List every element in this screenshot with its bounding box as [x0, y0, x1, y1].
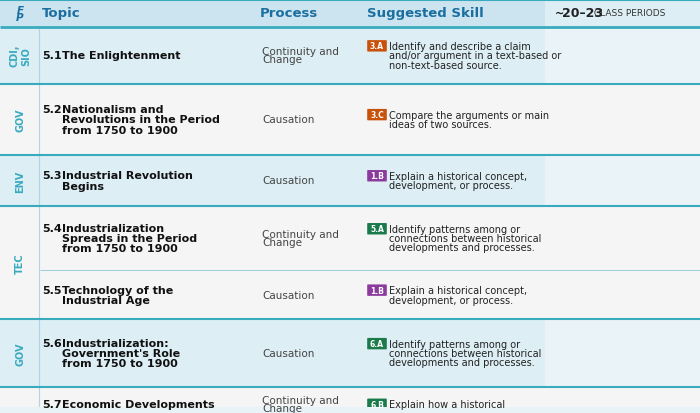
- Bar: [545, 28, 700, 85]
- Text: from 1750 to 1900: from 1750 to 1900: [62, 126, 178, 135]
- Text: The Enlightenment: The Enlightenment: [62, 51, 181, 61]
- Text: Identify and describe a claim: Identify and describe a claim: [389, 42, 531, 52]
- Text: Technology of the: Technology of the: [62, 285, 174, 295]
- Bar: [0, 387, 700, 413]
- Text: 3.C: 3.C: [370, 111, 384, 120]
- Bar: [0, 155, 700, 206]
- Bar: [545, 155, 700, 206]
- Text: 5.5: 5.5: [42, 285, 62, 295]
- Text: Industrialization:: Industrialization:: [62, 338, 169, 348]
- Bar: [0, 271, 700, 320]
- Text: 1.B: 1.B: [370, 286, 384, 295]
- Text: Begins: Begins: [62, 181, 104, 191]
- FancyBboxPatch shape: [368, 338, 387, 349]
- Text: ideas of two sources.: ideas of two sources.: [389, 120, 492, 130]
- Text: non-text-based source.: non-text-based source.: [389, 60, 502, 70]
- FancyBboxPatch shape: [368, 171, 387, 182]
- FancyBboxPatch shape: [368, 109, 387, 121]
- Text: CDI,
SIO: CDI, SIO: [9, 45, 31, 67]
- Bar: [0, 85, 700, 155]
- Text: 1.B: 1.B: [370, 172, 384, 181]
- Text: F: F: [16, 6, 24, 16]
- Text: GOV: GOV: [15, 108, 25, 132]
- Text: Suggested Skill: Suggested Skill: [367, 7, 484, 20]
- Text: Change: Change: [262, 55, 302, 65]
- Text: Economic Developments: Economic Developments: [62, 399, 215, 409]
- FancyBboxPatch shape: [368, 223, 387, 235]
- Text: 5.1: 5.1: [42, 51, 62, 61]
- Text: ENV: ENV: [15, 170, 25, 192]
- Text: 5.2: 5.2: [42, 104, 62, 115]
- Text: 6.B: 6.B: [370, 400, 384, 409]
- Text: Causation: Causation: [262, 176, 314, 186]
- Text: 5.4: 5.4: [42, 223, 62, 233]
- Text: from 1750 to 1900: from 1750 to 1900: [62, 244, 178, 254]
- Text: connections between historical: connections between historical: [389, 348, 541, 358]
- Text: Continuity and: Continuity and: [262, 230, 339, 240]
- Text: 5.3: 5.3: [42, 171, 62, 181]
- Text: P: P: [16, 13, 24, 23]
- FancyBboxPatch shape: [368, 399, 387, 410]
- Text: 6.A: 6.A: [370, 339, 384, 348]
- Text: Causation: Causation: [262, 348, 314, 358]
- Text: 3.A: 3.A: [370, 42, 384, 51]
- Text: GOV: GOV: [15, 342, 25, 365]
- Bar: [0, 320, 700, 387]
- Text: Process: Process: [260, 7, 318, 20]
- Bar: [0, 0, 700, 28]
- Text: Change: Change: [262, 237, 302, 247]
- FancyBboxPatch shape: [368, 41, 387, 52]
- Bar: [545, 85, 700, 155]
- Text: Explain how a historical: Explain how a historical: [389, 399, 505, 409]
- Text: Causation: Causation: [262, 115, 314, 125]
- Text: Continuity and: Continuity and: [262, 395, 339, 405]
- Text: Revolutions in the Period: Revolutions in the Period: [62, 115, 220, 125]
- Bar: [545, 271, 700, 320]
- Text: 5.A: 5.A: [370, 225, 384, 234]
- Text: developments and processes.: developments and processes.: [389, 243, 535, 253]
- Text: development, or process.: development, or process.: [389, 180, 513, 191]
- Text: 5.7: 5.7: [42, 399, 62, 409]
- Text: Identify patterns among or: Identify patterns among or: [389, 339, 520, 349]
- Text: Compare the arguments or main: Compare the arguments or main: [389, 110, 549, 120]
- Text: Topic: Topic: [42, 7, 80, 20]
- Text: Explain a historical concept,: Explain a historical concept,: [389, 171, 527, 181]
- Text: 5.6: 5.6: [42, 338, 62, 348]
- Bar: [0, 28, 700, 85]
- Text: Government's Role: Government's Role: [62, 348, 180, 358]
- Text: development, or process.: development, or process.: [389, 295, 513, 305]
- Text: Spreads in the Period: Spreads in the Period: [62, 234, 197, 244]
- Bar: [545, 0, 700, 28]
- Bar: [0, 206, 700, 271]
- Bar: [545, 206, 700, 271]
- Text: Industrial Age: Industrial Age: [62, 295, 150, 305]
- Bar: [545, 320, 700, 387]
- FancyBboxPatch shape: [368, 285, 387, 296]
- Text: and/or argument in a text-based or: and/or argument in a text-based or: [389, 51, 561, 61]
- Text: Industrial Revolution: Industrial Revolution: [62, 171, 193, 181]
- Text: Causation: Causation: [262, 290, 314, 300]
- Text: Continuity and: Continuity and: [262, 47, 339, 57]
- Bar: [545, 387, 700, 413]
- Text: 20–23: 20–23: [562, 7, 603, 20]
- Text: Explain a historical concept,: Explain a historical concept,: [389, 285, 527, 295]
- Text: CLASS PERIODS: CLASS PERIODS: [591, 9, 666, 18]
- Text: connections between historical: connections between historical: [389, 234, 541, 244]
- Text: from 1750 to 1900: from 1750 to 1900: [62, 358, 178, 368]
- Text: Nationalism and: Nationalism and: [62, 104, 164, 115]
- Text: TEC: TEC: [15, 253, 25, 273]
- Text: Industrialization: Industrialization: [62, 223, 164, 233]
- Text: Identify patterns among or: Identify patterns among or: [389, 224, 520, 234]
- Text: ~: ~: [555, 9, 564, 19]
- Text: developments and processes.: developments and processes.: [389, 358, 535, 368]
- Text: Change: Change: [262, 403, 302, 413]
